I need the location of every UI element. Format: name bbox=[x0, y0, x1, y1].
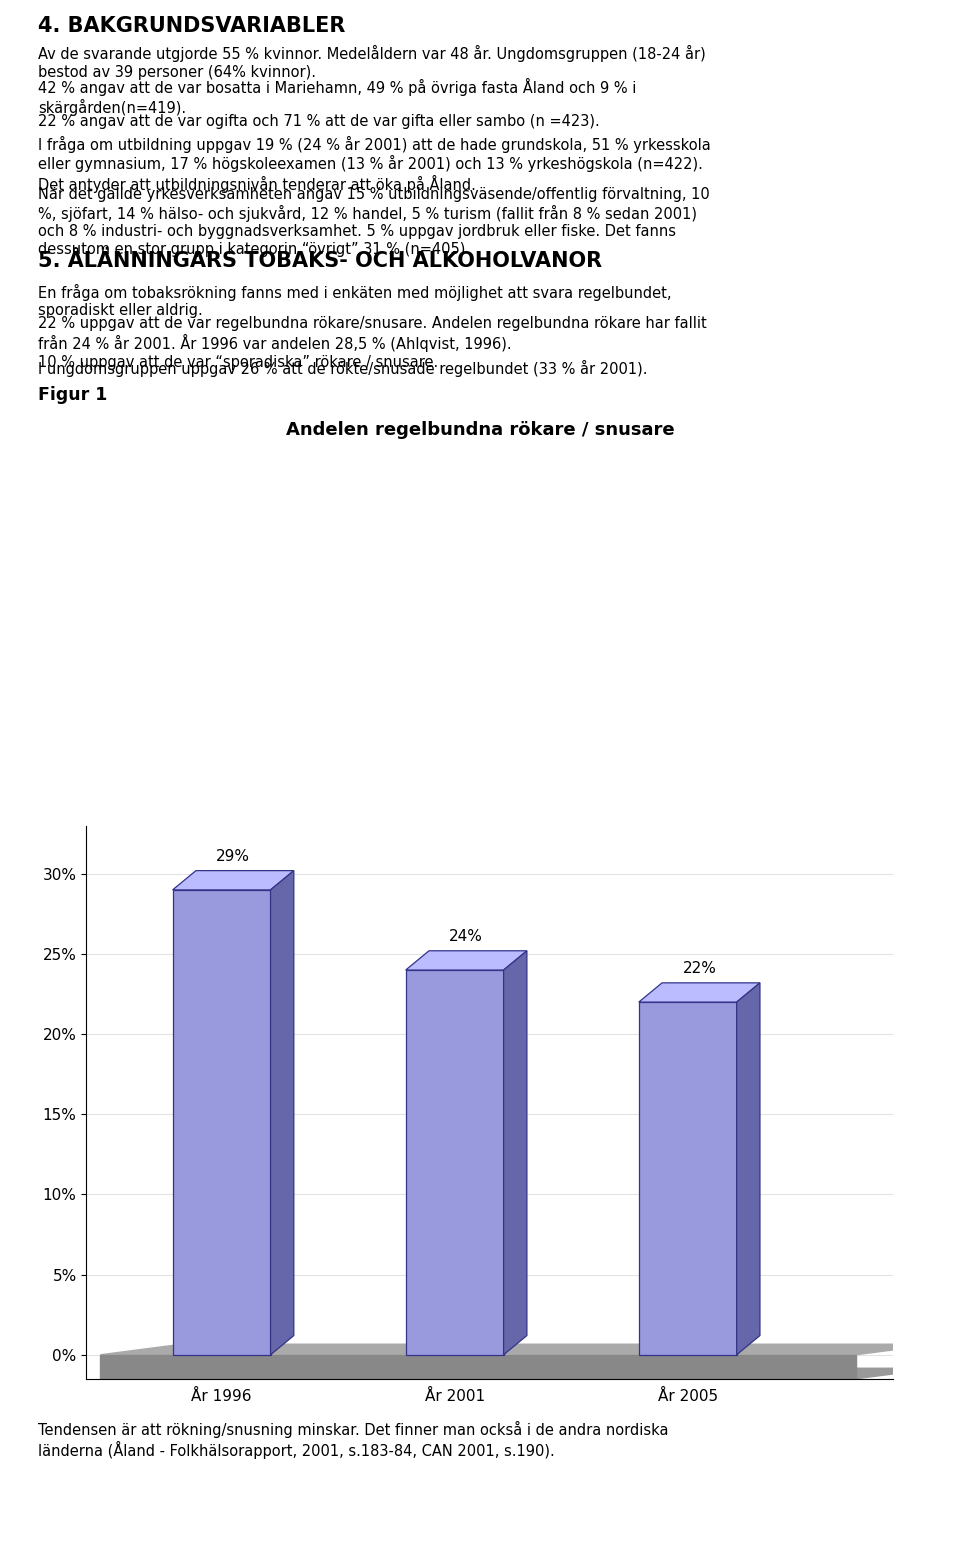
Text: I fråga om utbildning uppgav 19 % (24 % år 2001) att de hade grundskola, 51 % yr: I fråga om utbildning uppgav 19 % (24 % … bbox=[38, 136, 711, 193]
Polygon shape bbox=[271, 871, 294, 1355]
Text: 22 % angav att de var ogifta och 71 % att de var gifta eller sambo (n =423).: 22 % angav att de var ogifta och 71 % at… bbox=[38, 114, 600, 129]
Polygon shape bbox=[173, 890, 271, 1355]
Text: 22 % uppgav att de var regelbundna rökare/snusare. Andelen regelbundna rökare ha: 22 % uppgav att de var regelbundna rökar… bbox=[38, 316, 708, 369]
Text: 4. BAKGRUNDSVARIABLER: 4. BAKGRUNDSVARIABLER bbox=[38, 16, 346, 36]
Text: 24%: 24% bbox=[449, 930, 483, 944]
Polygon shape bbox=[406, 971, 504, 1355]
Text: Av de svarande utgjorde 55 % kvinnor. Medelåldern var 48 år. Ungdomsgruppen (18-: Av de svarande utgjorde 55 % kvinnor. Me… bbox=[38, 45, 707, 79]
Polygon shape bbox=[101, 1368, 937, 1379]
Text: I ungdomsgruppen uppgav 26 % att de rökte/snusade regelbundet (33 % år 2001).: I ungdomsgruppen uppgav 26 % att de rökt… bbox=[38, 360, 648, 377]
Text: Tendensen är att rökning/snusning minskar. Det finner man också i de andra nordi: Tendensen är att rökning/snusning minska… bbox=[38, 1421, 669, 1458]
Text: 5. ÅLÄNNINGARS TOBAKS- OCH ALKOHOLVANOR: 5. ÅLÄNNINGARS TOBAKS- OCH ALKOHOLVANOR bbox=[38, 251, 603, 271]
Polygon shape bbox=[736, 983, 760, 1355]
Text: När det gällde yrkesverksamheten angav 15 % utbildningsväsende/offentlig förvalt: När det gällde yrkesverksamheten angav 1… bbox=[38, 187, 710, 257]
Text: 22%: 22% bbox=[683, 961, 716, 977]
Polygon shape bbox=[101, 1355, 855, 1379]
Text: 42 % angav att de var bosatta i Mariehamn, 49 % på övriga fasta Åland och 9 % i
: 42 % angav att de var bosatta i Marieham… bbox=[38, 78, 636, 115]
Polygon shape bbox=[638, 983, 760, 1002]
Text: Figur 1: Figur 1 bbox=[38, 386, 108, 405]
Polygon shape bbox=[504, 950, 527, 1355]
Polygon shape bbox=[173, 871, 294, 890]
Polygon shape bbox=[406, 950, 527, 971]
Text: 29%: 29% bbox=[216, 849, 251, 865]
Polygon shape bbox=[638, 1002, 736, 1355]
Polygon shape bbox=[101, 1345, 937, 1355]
Text: Andelen regelbundna rökare / snusare: Andelen regelbundna rökare / snusare bbox=[286, 421, 674, 439]
Text: En fråga om tobaksrökning fanns med i enkäten med möjlighet att svara regelbunde: En fråga om tobaksrökning fanns med i en… bbox=[38, 284, 672, 318]
